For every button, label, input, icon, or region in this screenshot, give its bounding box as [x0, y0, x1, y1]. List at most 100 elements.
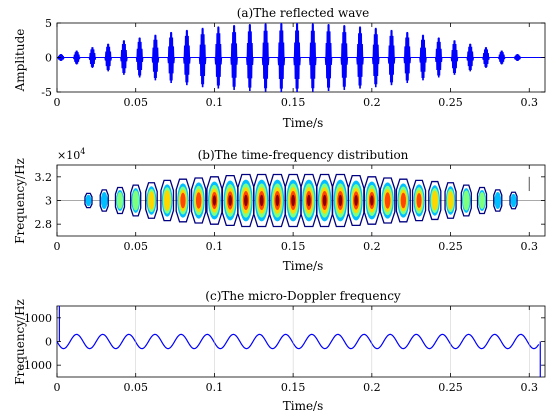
x-tick-label: 0.3 — [521, 96, 539, 109]
tf-blob — [379, 177, 396, 224]
wave-pulse — [198, 27, 207, 88]
time-frequency-ylabel: Frequency/Hz — [13, 158, 27, 244]
micro-doppler-series — [56, 306, 541, 377]
wave-pulse — [403, 31, 412, 84]
wave-pulse — [104, 43, 112, 72]
tf-blob — [363, 176, 380, 225]
x-tick-label: 0.3 — [521, 381, 539, 394]
tf-blob — [268, 173, 287, 228]
exponent-base: ×10 — [57, 149, 80, 162]
wave-pulse — [482, 47, 490, 68]
x-tick-label: 0.25 — [438, 240, 463, 253]
micro-doppler-chart: (c)The micro-Doppler frequency Time/s Fr… — [13, 289, 546, 413]
tf-blob — [315, 173, 334, 228]
wave-pulse — [88, 47, 97, 68]
y-tick-label: 1000 — [24, 312, 52, 325]
wave-pulse — [261, 23, 270, 92]
tf-blob — [206, 176, 223, 225]
x-tick-label: 0.2 — [363, 240, 381, 253]
wave-pulse — [120, 40, 128, 75]
tf-blob — [237, 173, 255, 228]
x-tick-label: 0.15 — [281, 96, 306, 109]
plot-frame — [56, 305, 546, 378]
reflected-wave-ticks: 0 0.05 0.1 0.15 0.2 0.25 0.3-505 — [41, 17, 545, 109]
tf-blob — [476, 186, 488, 215]
wave-pulse — [230, 25, 238, 90]
y-tick-label: 0 — [45, 336, 52, 349]
reflected-wave-ylabel: Amplitude — [13, 29, 27, 93]
x-tick-label: 0.05 — [123, 381, 148, 394]
micro-doppler-line — [56, 333, 540, 350]
time-frequency-chart: (b)The time-frequency distribution ×104 … — [13, 147, 546, 273]
wave-pulse — [340, 25, 349, 90]
wave-pulse — [324, 24, 333, 91]
tf-blob — [460, 184, 472, 217]
tf-blob — [444, 182, 457, 219]
y-tick-label: 0 — [45, 52, 52, 65]
x-tick-label: 0 — [54, 381, 61, 394]
y-tick-label: 2.8 — [35, 218, 53, 231]
time-frequency-exponent: ×104 — [57, 147, 85, 162]
wave-pulse — [246, 24, 254, 91]
wave-pulse — [151, 34, 160, 81]
x-tick-label: 0.25 — [438, 96, 463, 109]
y-tick-label: 5 — [45, 17, 52, 30]
x-tick-label: 0.15 — [281, 381, 306, 394]
x-tick-label: 0.1 — [206, 96, 224, 109]
time-frequency-blobs — [57, 173, 545, 228]
wave-pulse — [214, 26, 223, 89]
tf-blob — [145, 182, 158, 219]
x-tick-label: 0.1 — [206, 381, 224, 394]
x-tick-label: 0.2 — [363, 96, 381, 109]
micro-doppler-xlabel: Time/s — [283, 399, 324, 413]
time-frequency-title: (b)The time-frequency distribution — [198, 148, 409, 162]
y-tick-label: 3 — [45, 195, 52, 208]
wave-pulse — [450, 40, 459, 75]
tf-blob — [130, 184, 142, 217]
y-tick-label: -5 — [41, 86, 52, 99]
micro-doppler-axes — [56, 305, 546, 378]
wave-pulse — [72, 50, 81, 65]
wave-pulse — [387, 29, 396, 86]
tf-blob — [284, 173, 302, 228]
tf-blob — [428, 180, 442, 221]
x-tick-label: 0.2 — [363, 381, 381, 394]
reflected-wave-series — [57, 23, 545, 93]
tf-blob — [160, 179, 175, 222]
wave-pulse — [356, 26, 364, 89]
tf-blob — [99, 189, 109, 212]
x-tick-label: 0.15 — [281, 240, 306, 253]
micro-doppler-ylabel: Frequency/Hz — [13, 299, 27, 385]
tf-blob — [331, 173, 350, 228]
x-tick-label: 0.25 — [438, 381, 463, 394]
x-tick-label: 0 — [54, 96, 61, 109]
x-tick-label: 0.05 — [123, 96, 148, 109]
tf-blob — [300, 173, 318, 228]
wave-pulse — [293, 23, 301, 93]
tf-blob — [411, 179, 427, 222]
y-tick-label: 3.2 — [35, 171, 53, 184]
reflected-wave-chart: (a)The reflected wave Time/s Amplitude 0… — [13, 6, 546, 130]
x-tick-label: 0.3 — [521, 240, 539, 253]
x-tick-label: 0 — [54, 240, 61, 253]
x-tick-label: 0.05 — [123, 240, 148, 253]
tf-blob — [84, 192, 93, 209]
wave-pulse — [434, 37, 443, 78]
wave-pulse — [135, 37, 144, 78]
tf-blob — [395, 178, 411, 223]
tf-blob — [114, 186, 126, 215]
reflected-wave-title: (a)The reflected wave — [237, 6, 370, 20]
y-tick-label: -1000 — [20, 359, 52, 372]
tf-blob — [347, 174, 365, 227]
wave-pulse — [167, 31, 175, 84]
micro-doppler-title: (c)The micro-Doppler frequency — [205, 289, 401, 303]
wave-pulse — [183, 29, 191, 86]
wave-pulse — [466, 43, 475, 72]
wave-pulse — [513, 54, 522, 61]
tf-blob — [175, 178, 191, 223]
tf-blob — [493, 189, 503, 212]
tf-blob — [190, 177, 207, 224]
tf-blob — [509, 191, 518, 210]
